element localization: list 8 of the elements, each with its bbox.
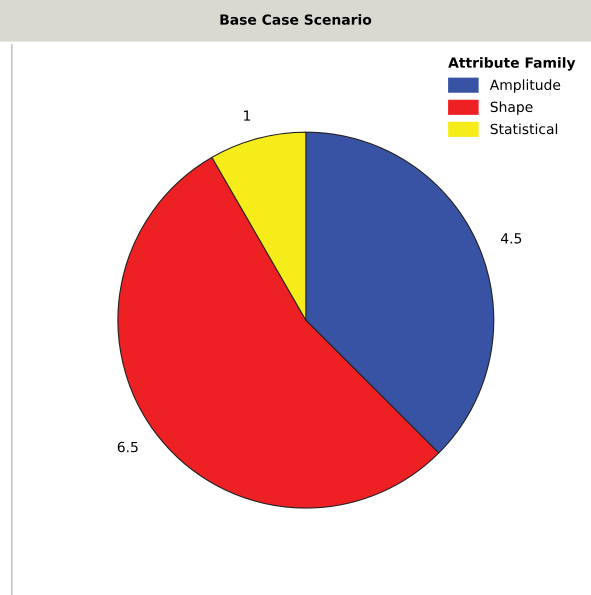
- legend-label: Amplitude: [490, 79, 560, 93]
- legend-label: Shape: [490, 101, 533, 115]
- data-label: 4.5: [500, 233, 522, 244]
- data-label: 1: [244, 110, 250, 121]
- legend-title: Attribute Family: [448, 57, 576, 71]
- chart-title: Base Case Scenario: [220, 14, 372, 25]
- legend-label: Statistical: [490, 123, 558, 134]
- data-label: 6.5: [118, 442, 138, 452]
